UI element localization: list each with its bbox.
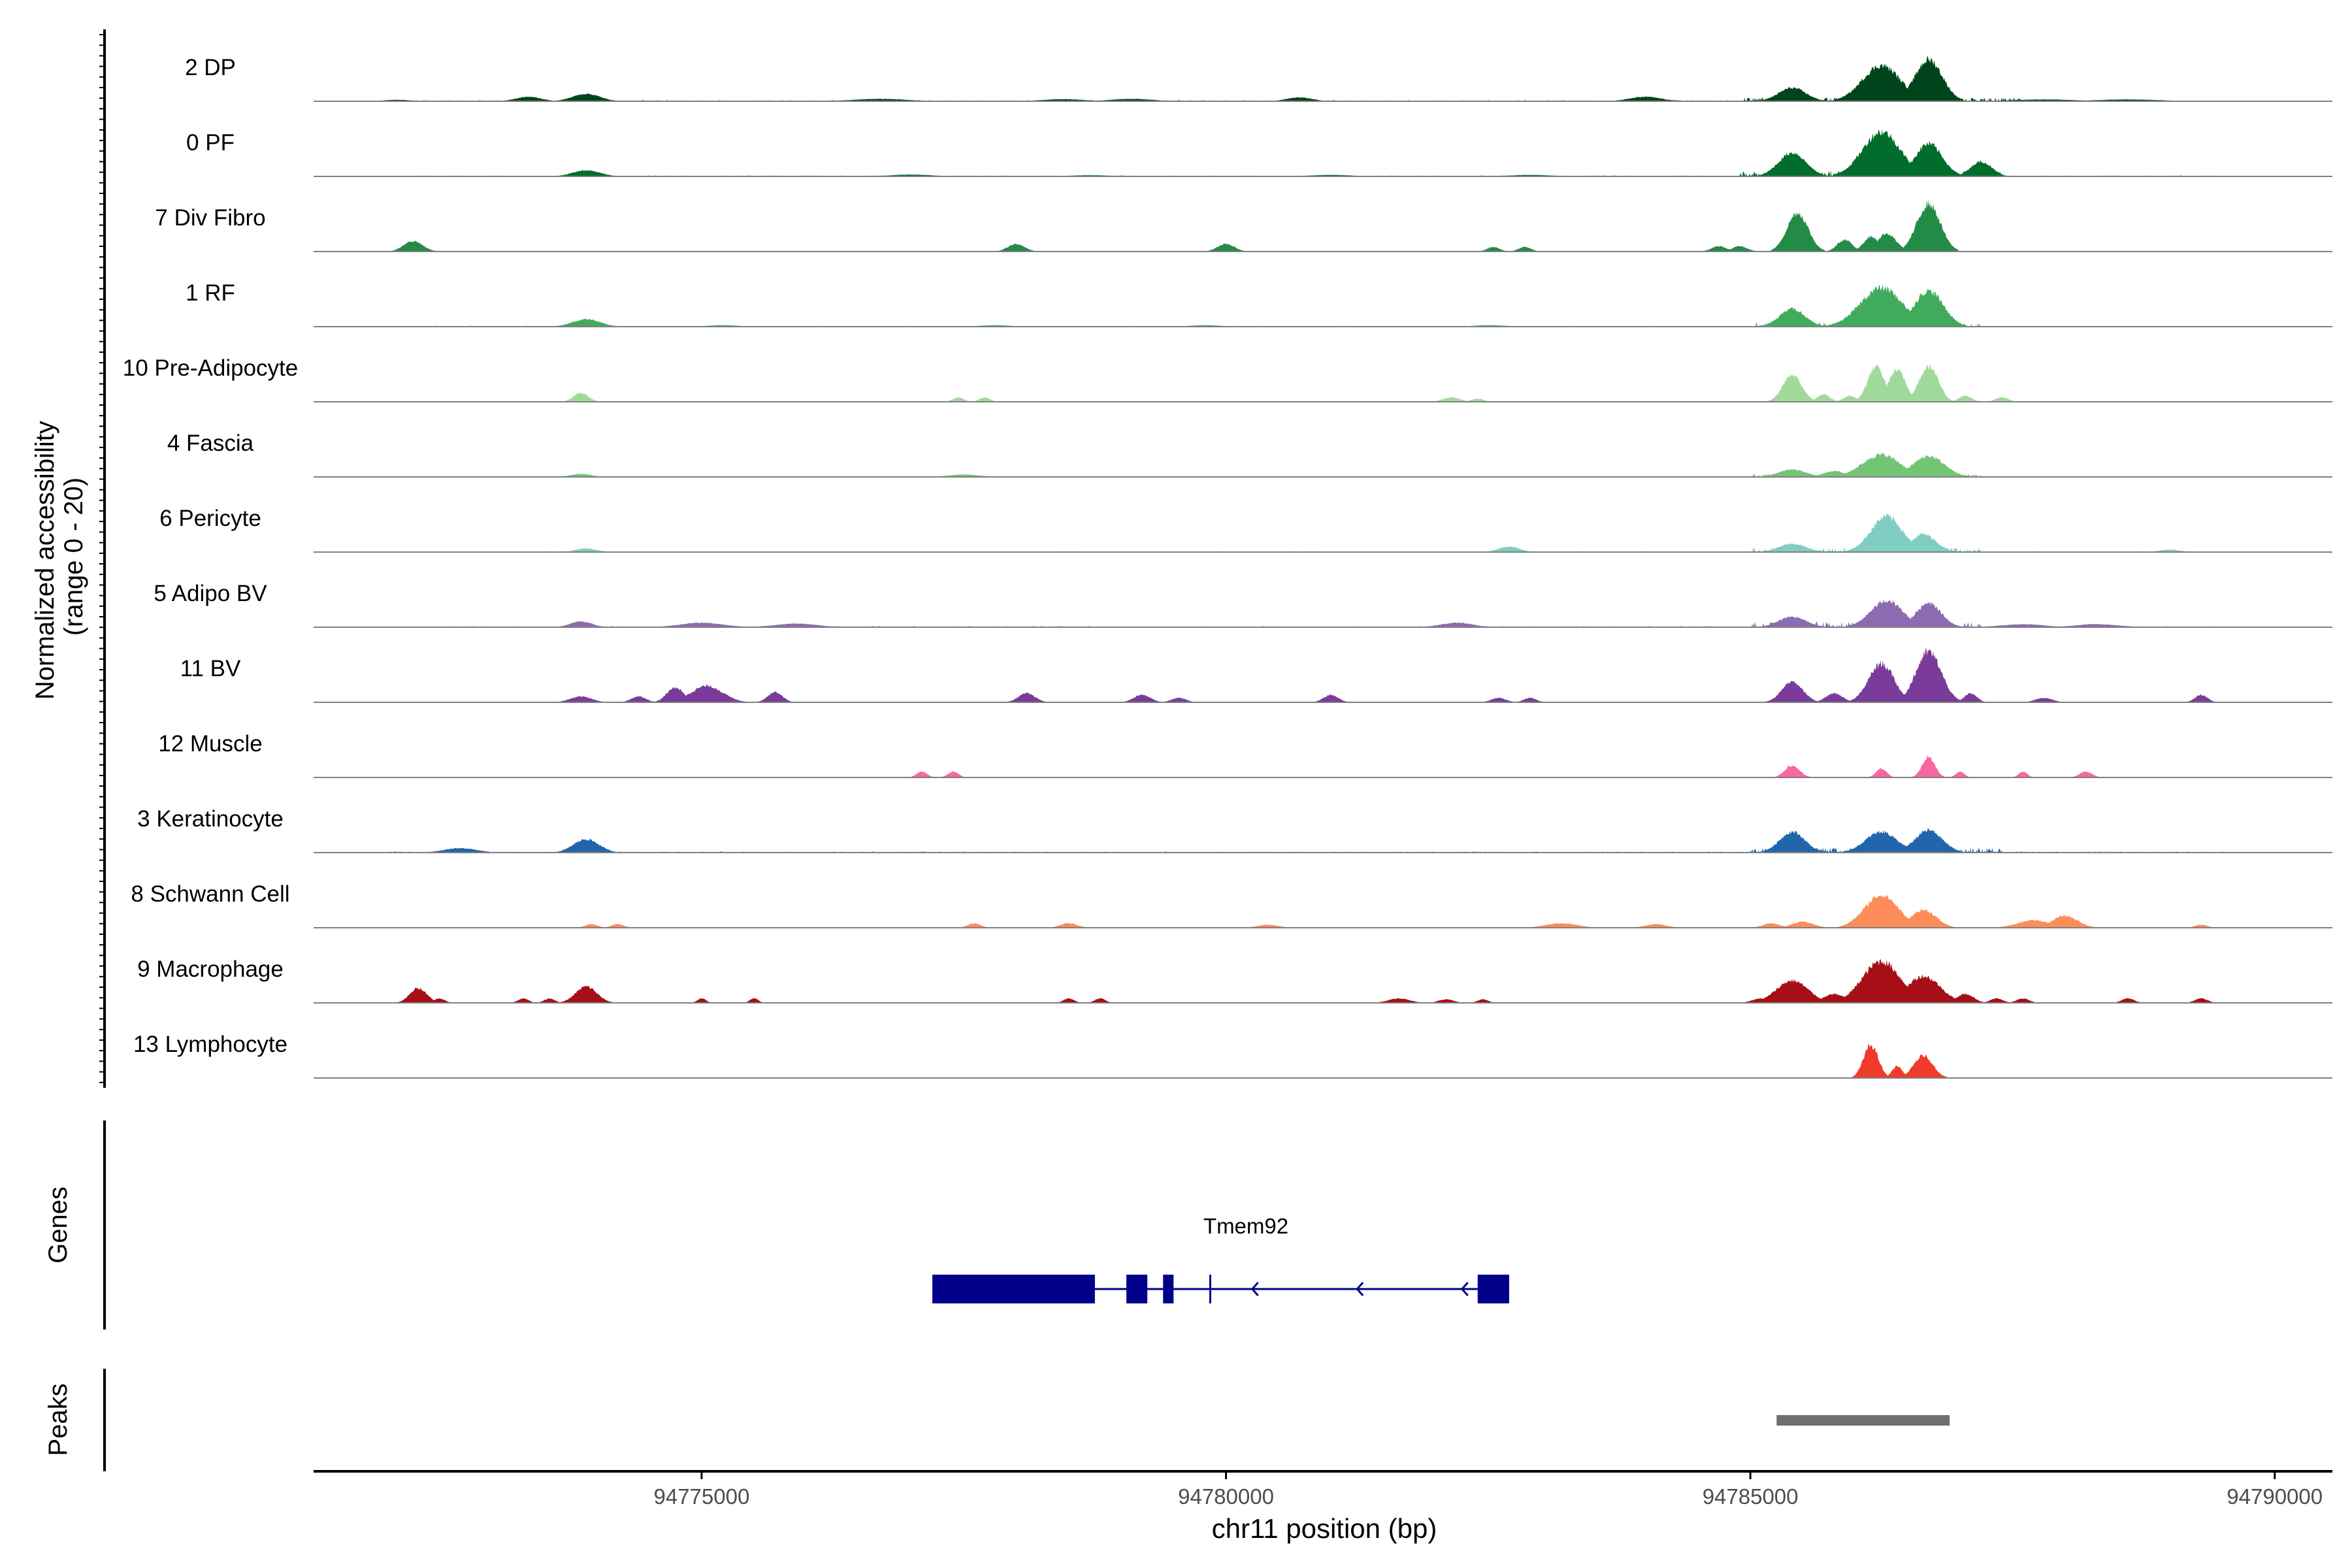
coverage-area — [314, 363, 2332, 402]
track-label: 11 BV — [180, 656, 241, 681]
gene-strand-arrow — [1460, 1281, 1469, 1297]
coverage-area — [314, 648, 2332, 702]
peaks-panel-label: Peaks — [44, 1383, 73, 1456]
y-axis-label: Normalized accessibility (range 0 - 20) — [31, 414, 88, 700]
track-10-pre-adipocyte: 10 Pre-Adipocyte — [123, 355, 2332, 402]
track-4-fascia: 4 Fascia — [167, 431, 2332, 478]
coverage-area — [314, 56, 2332, 101]
track-label: 5 Adipo BV — [154, 581, 267, 606]
track-3-keratinocyte: 3 Keratinocyte — [137, 806, 2332, 853]
x-axis-label: chr11 position (bp) — [1212, 1513, 1437, 1544]
genes-panel-label: Genes — [44, 1186, 73, 1264]
track-label: 1 RF — [186, 280, 235, 306]
gene-exon — [932, 1275, 1095, 1303]
coverage-area — [314, 755, 2332, 777]
peaks-panel: Peaks — [44, 1369, 1950, 1471]
x-axis-tick-label: 94785000 — [1703, 1484, 1799, 1509]
gene-name-label: Tmem92 — [1203, 1214, 1288, 1238]
track-label: 4 Fascia — [167, 431, 254, 456]
track-label: 9 Macrophage — [137, 956, 284, 982]
track-13-lymphocyte: 13 Lymphocyte — [133, 1032, 2332, 1079]
gene-track: Tmem92 — [932, 1214, 1509, 1303]
gene-strand-arrow — [1356, 1281, 1364, 1297]
x-axis-tick-label: 94780000 — [1178, 1484, 1274, 1509]
track-label: 3 Keratinocyte — [137, 806, 284, 832]
track-12-muscle: 12 Muscle — [158, 731, 2332, 778]
track-6-pericyte: 6 Pericyte — [159, 506, 2332, 553]
track-label: 8 Schwann Cell — [131, 881, 289, 907]
genes-panel: Genes Tmem92 — [44, 1120, 1509, 1330]
coverage-area — [314, 1043, 2332, 1078]
track-2-dp: 2 DP — [185, 55, 2332, 102]
gene-exon — [1126, 1275, 1148, 1303]
track-1-rf: 1 RF — [186, 280, 2332, 327]
track-7-div-fibro: 7 Div Fibro — [155, 199, 2332, 252]
track-label: 7 Div Fibro — [155, 205, 265, 231]
coverage-area — [314, 958, 2332, 1003]
coverage-area — [314, 828, 2332, 853]
track-0-pf: 0 PF — [186, 129, 2332, 177]
track-label: 6 Pericyte — [159, 506, 261, 531]
peak-regions — [1776, 1415, 1950, 1426]
y-axis — [99, 29, 106, 1088]
coverage-area — [314, 284, 2332, 327]
gene-exon — [1163, 1275, 1174, 1303]
coverage-area — [314, 452, 2332, 477]
y-axis-label-line2: (range 0 - 20) — [59, 478, 88, 636]
track-label: 10 Pre-Adipocyte — [123, 355, 298, 381]
track-5-adipo-bv: 5 Adipo BV — [154, 581, 2332, 628]
peak-region-bar — [1776, 1415, 1950, 1426]
x-axis-tick-label: 94790000 — [2227, 1484, 2323, 1509]
x-axis-tick-label: 94775000 — [654, 1484, 750, 1509]
x-axis: 94775000 94780000 94785000 94790000 — [314, 1470, 2332, 1509]
gene-strand-arrow — [1250, 1281, 1259, 1297]
track-label: 0 PF — [186, 130, 235, 155]
track-label: 12 Muscle — [158, 731, 263, 757]
coverage-area — [314, 199, 2332, 252]
track-8-schwann-cell: 8 Schwann Cell — [131, 881, 2332, 928]
track-label: 13 Lymphocyte — [133, 1032, 287, 1057]
coverage-area — [314, 129, 2332, 176]
coverage-tracks: 2 DP 0 PF 7 Div Fibro 1 RF 10 Pre-Adipocyte 4… — [123, 55, 2332, 1079]
gene-exon — [1477, 1275, 1509, 1303]
coverage-area — [314, 599, 2332, 627]
track-9-macrophage: 9 Macrophage — [137, 956, 2332, 1004]
y-axis-label-line1: Normalized accessibility — [31, 421, 59, 700]
track-11-bv: 11 BV — [180, 648, 2332, 703]
track-label: 2 DP — [185, 55, 236, 80]
